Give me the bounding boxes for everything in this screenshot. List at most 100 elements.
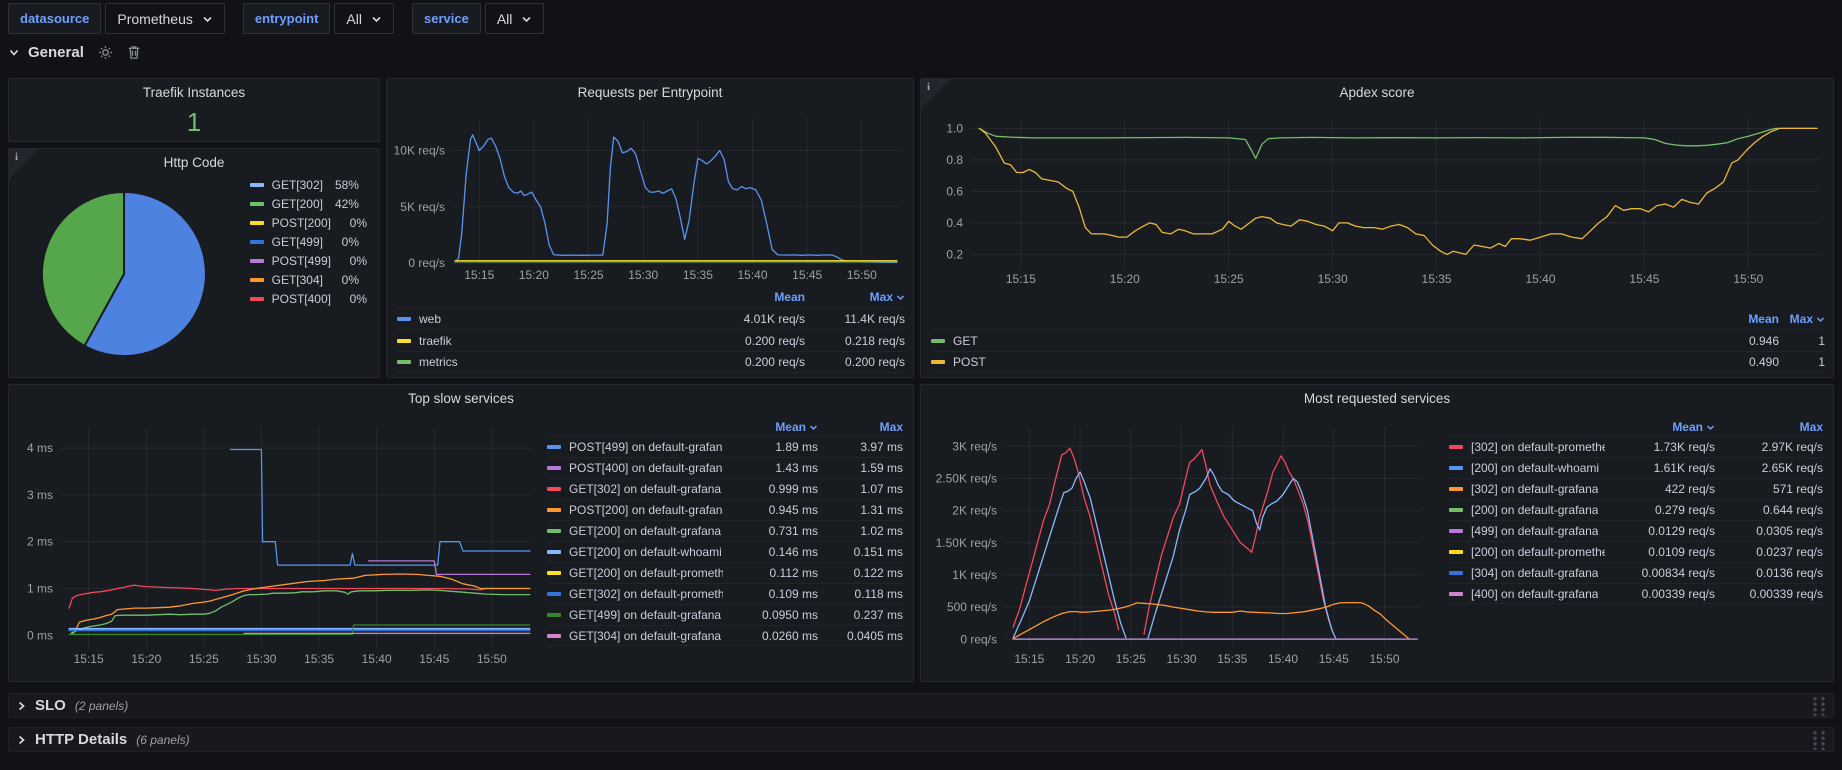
series-name: GET[200] on default-prometheus [569, 566, 723, 580]
variable-picker-entrypoint[interactable]: All [334, 3, 394, 34]
top-slow-chart[interactable]: 15:15 15:20 15:25 15:30 15:35 15:40 15:45 15:50… [13, 411, 537, 676]
http-code-pie-chart[interactable] [19, 177, 219, 371]
row-drag-handle[interactable] [1810, 729, 1825, 750]
svg-text:15:35: 15:35 [1217, 652, 1247, 666]
legend-item[interactable]: [302] on default-grafana 422 req/s 571 req… [1449, 478, 1823, 499]
series-mean-value: 1.73K req/s [1653, 440, 1715, 454]
series-mean-value: 0.0129 req/s [1648, 524, 1715, 538]
legend-item[interactable]: traefik 0.200 req/s 0.218 req/s [397, 329, 905, 351]
legend-item[interactable]: metrics 0.200 req/s 0.200 req/s [397, 351, 905, 373]
series-max-value: 2.65K req/s [1761, 461, 1823, 475]
legend-item[interactable]: web 4.01K req/s 11.4K req/s [397, 307, 905, 329]
apdex-chart[interactable]: 15:15 15:20 15:25 15:30 15:35 15:40 15:45 15:50… [927, 107, 1829, 294]
legend-sort-max[interactable]: Max [805, 290, 905, 304]
svg-text:1K req/s: 1K req/s [952, 568, 997, 582]
svg-text:5K req/s: 5K req/s [400, 200, 445, 214]
legend-sort-mean[interactable]: Mean [1605, 420, 1715, 434]
legend-item[interactable]: [302] on default-prometheus 1.73K req/s 2.… [1449, 436, 1823, 457]
sort-caret-icon [896, 295, 905, 301]
row-drag-handle[interactable] [1810, 695, 1825, 716]
legend-item[interactable]: POST[200] 0% [249, 213, 367, 232]
svg-text:15:35: 15:35 [304, 652, 334, 666]
legend-item[interactable]: GET[499] 0% [249, 232, 367, 251]
legend-sort-mean[interactable]: Mean [723, 420, 818, 434]
legend-item[interactable]: [200] on default-prometheus 0.0109 req/s 0… [1449, 541, 1823, 562]
svg-text:15:25: 15:25 [1116, 652, 1146, 666]
svg-text:15:45: 15:45 [792, 268, 822, 282]
legend-header: Mean Max [1449, 417, 1823, 436]
legend-item[interactable]: GET 0.946 1 [931, 329, 1825, 351]
svg-text:15:35: 15:35 [683, 268, 713, 282]
most-requested-chart[interactable]: 15:15 15:20 15:25 15:30 15:35 15:40 15:45 15:50… [925, 411, 1423, 676]
series-max-value: 571 req/s [1772, 482, 1823, 496]
legend-item[interactable]: GET[200] 42% [249, 194, 367, 213]
requests-chart[interactable]: 15:15 15:20 15:25 15:30 15:35 15:40 15:45 15:50… [393, 107, 907, 290]
series-color-swatch [397, 360, 411, 364]
panel-title[interactable]: Traefik Instances [142, 84, 246, 100]
panel-title[interactable]: Top slow services [408, 390, 514, 406]
row-http-details-panel-count: (6 panels) [136, 732, 190, 747]
legend-item[interactable]: GET[304] 0% [249, 270, 367, 289]
legend-item[interactable]: GET[200] on default-grafana 0.731 ms 1.02 … [547, 520, 903, 541]
legend-item[interactable]: GET[499] on default-grafana 0.0950 ms 0.23… [547, 604, 903, 625]
legend-sort-max[interactable]: Max [1799, 419, 1823, 434]
svg-text:15:40: 15:40 [1268, 652, 1298, 666]
series-mean-value: 0.490 [1748, 355, 1779, 369]
pie-slice[interactable] [83, 190, 207, 357]
legend-sort-mean[interactable]: Mean [774, 290, 805, 304]
row-slo[interactable]: SLO (2 panels) [8, 693, 1834, 718]
legend-item[interactable]: GET[302] on default-prometheus 0.109 ms 0.… [547, 583, 903, 604]
legend-item[interactable]: GET[302] on default-grafana 0.999 ms 1.07 … [547, 478, 903, 499]
series-name: POST [953, 355, 986, 369]
row-delete-button[interactable] [127, 45, 141, 60]
series-name: GET[302] on default-grafana [569, 482, 722, 496]
apdex-legend: Mean Max GET 0.946 1 POST 0.490 1 [931, 309, 1825, 373]
legend-item[interactable]: POST[499] on default-grafana 1.89 ms 3.97 … [547, 436, 903, 457]
legend-item[interactable]: [200] on default-grafana 0.279 req/s 0.644… [1449, 499, 1823, 520]
svg-text:10K req/s: 10K req/s [394, 144, 445, 158]
legend-item[interactable]: [200] on default-whoami 1.61K req/s 2.65K … [1449, 457, 1823, 478]
legend-sort-max[interactable]: Max [1779, 312, 1825, 326]
svg-text:15:15: 15:15 [74, 652, 104, 666]
panel-http-code: i Http Code GET[302] 58% GET[200] 42% POST[2… [8, 148, 380, 378]
row-settings-button[interactable] [98, 45, 113, 60]
series-color-swatch [249, 201, 264, 206]
gear-icon [99, 45, 112, 59]
variable-picker-service[interactable]: All [484, 3, 545, 34]
svg-text:2K req/s: 2K req/s [952, 504, 997, 518]
legend-item[interactable]: [400] on default-grafana 0.00339 req/s 0.0… [1449, 583, 1823, 604]
legend-item[interactable]: GET[200] on default-whoami 0.146 ms 0.151 … [547, 541, 903, 562]
row-http-details[interactable]: HTTP Details (6 panels) [8, 727, 1834, 752]
legend-sort-mean[interactable]: Mean [1748, 312, 1779, 326]
series-color-swatch [397, 338, 411, 343]
legend-item[interactable]: GET[200] on default-prometheus 0.112 ms 0.… [547, 562, 903, 583]
pie-slice[interactable] [40, 190, 125, 348]
series-color-swatch [1449, 550, 1463, 554]
legend-item[interactable]: POST[400] 0% [249, 289, 367, 308]
panel-title[interactable]: Http Code [163, 154, 225, 170]
series-mean-value: 0.0950 ms [761, 608, 818, 622]
legend-sort-max[interactable]: Max [879, 419, 903, 434]
series-max-value: 0.644 req/s [1762, 503, 1823, 517]
legend-item[interactable]: [499] on default-grafana 0.0129 req/s 0.03… [1449, 520, 1823, 541]
series-color-swatch [1449, 571, 1463, 575]
variable-picker-datasource[interactable]: Prometheus [105, 3, 225, 34]
legend-item[interactable]: POST[400] on default-grafana 1.43 ms 1.59 … [547, 457, 903, 478]
svg-text:15:25: 15:25 [189, 652, 219, 666]
svg-text:15:40: 15:40 [1525, 272, 1555, 286]
legend-item[interactable]: POST[499] 0% [249, 251, 367, 270]
legend-item[interactable]: GET[304] on default-grafana 0.0260 ms 0.04… [547, 625, 903, 646]
panel-title[interactable]: Most requested services [1303, 390, 1451, 406]
row-general-title[interactable]: General [28, 43, 84, 61]
svg-text:15:50: 15:50 [1369, 652, 1399, 666]
svg-text:15:15: 15:15 [1014, 652, 1044, 666]
chevron-down-icon[interactable] [8, 48, 20, 57]
panel-title[interactable]: Apdex score [1339, 84, 1415, 100]
panel-title[interactable]: Requests per Entrypoint [577, 84, 723, 100]
legend-item[interactable]: POST 0.490 1 [931, 351, 1825, 373]
legend-item[interactable]: POST[200] on default-grafana 0.945 ms 1.31… [547, 499, 903, 520]
series-color-swatch [547, 529, 561, 533]
legend-item[interactable]: GET[302] 58% [249, 175, 367, 194]
legend-item[interactable]: [304] on default-grafana 0.00834 req/s 0.0… [1449, 562, 1823, 583]
